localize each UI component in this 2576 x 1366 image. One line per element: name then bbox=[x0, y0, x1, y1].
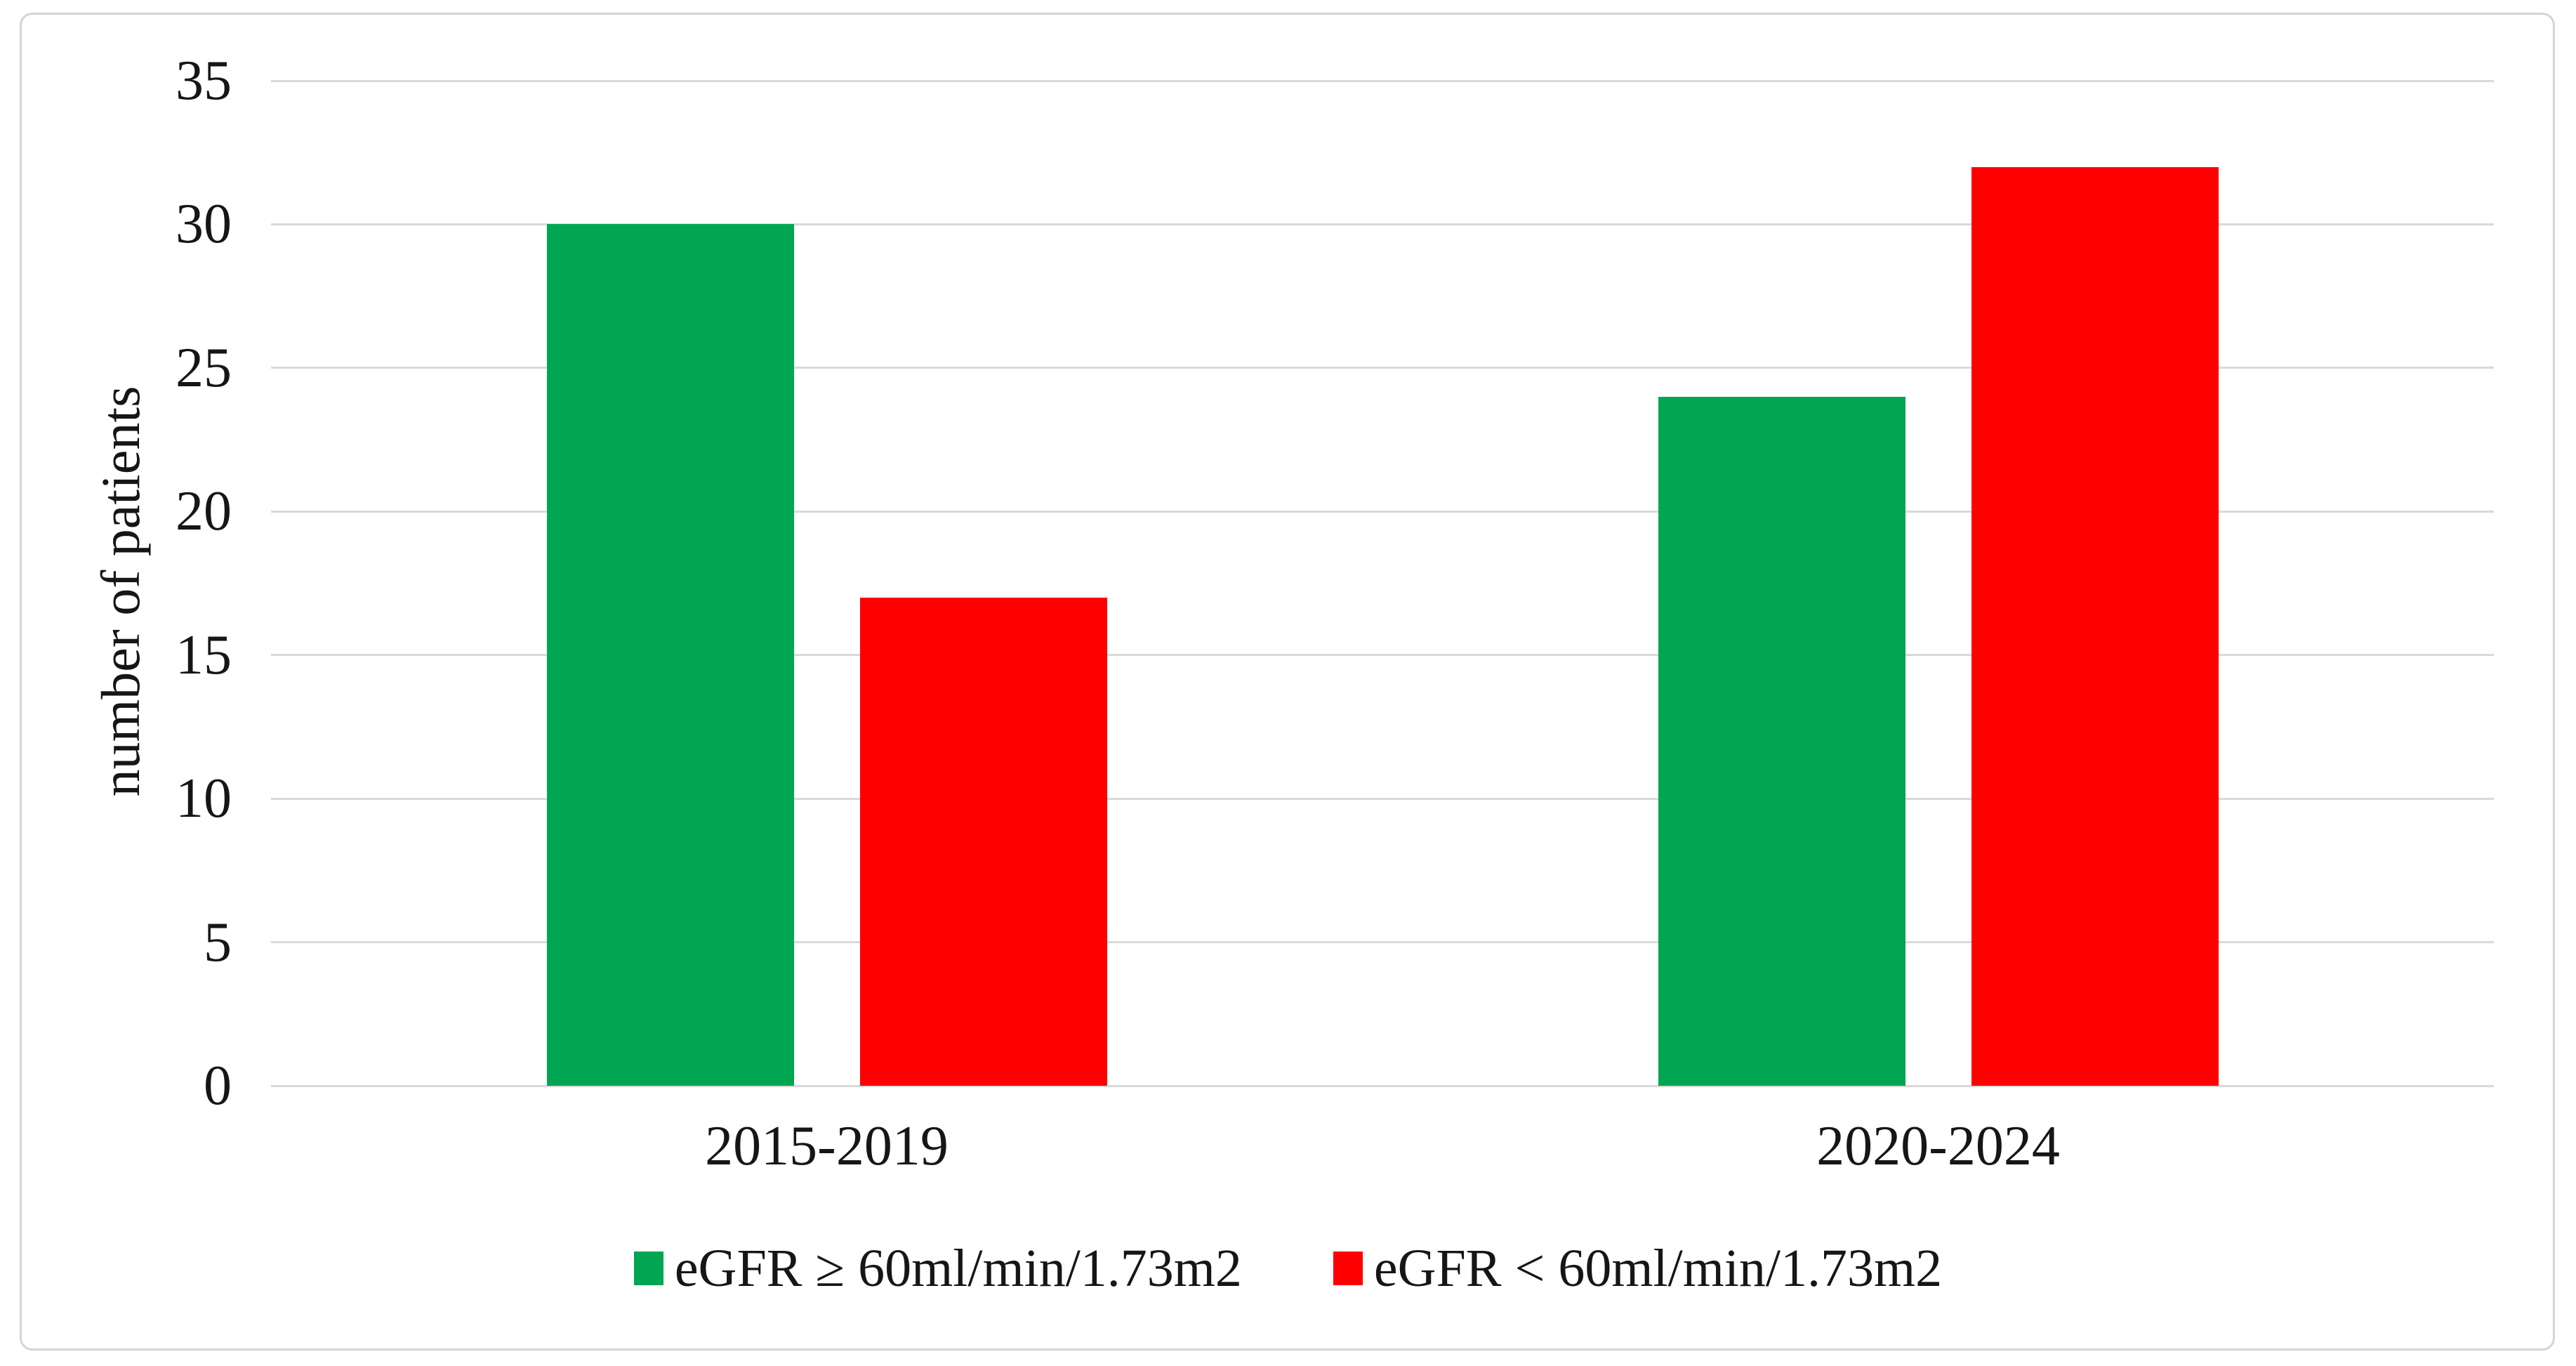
x-tick-label-2020-2024: 2020-2024 bbox=[1816, 1115, 2060, 1177]
legend-label-1: eGFR < 60ml/min/1.73m2 bbox=[1373, 1239, 1943, 1298]
gridline-0 bbox=[271, 1084, 2494, 1087]
gridline-15 bbox=[271, 654, 2494, 657]
gridline-5 bbox=[271, 941, 2494, 944]
y-tick-label-5: 5 bbox=[204, 911, 232, 973]
y-tick-label-20: 20 bbox=[176, 480, 232, 543]
x-tick-label-2015-2019: 2015-2019 bbox=[705, 1115, 949, 1177]
y-tick-label-10: 10 bbox=[176, 768, 232, 830]
y-tick-label-15: 15 bbox=[176, 624, 232, 686]
y-tick-label-0: 0 bbox=[204, 1055, 232, 1117]
gridline-20 bbox=[271, 510, 2494, 513]
legend-item-1: eGFR < 60ml/min/1.73m2 bbox=[1333, 1242, 1942, 1295]
bar-2015-2019-s1 bbox=[859, 597, 1107, 1086]
bar-2020-2024-s0 bbox=[1658, 396, 1905, 1086]
bar-2015-2019-s0 bbox=[546, 224, 794, 1086]
gridline-35 bbox=[271, 79, 2494, 82]
bar-2020-2024-s1 bbox=[1971, 166, 2219, 1086]
x-axis: 2015-2019 2020-2024 bbox=[271, 1118, 2494, 1195]
y-tick-label-25: 25 bbox=[176, 336, 232, 399]
y-axis: 0 5 10 15 20 25 30 35 bbox=[0, 53, 232, 1114]
legend-item-0: eGFR ≥ 60ml/min/1.73m2 bbox=[633, 1239, 1242, 1298]
legend-marker-1 bbox=[1333, 1252, 1363, 1285]
legend-label-0: eGFR ≥ 60ml/min/1.73m2 bbox=[674, 1239, 1242, 1298]
gridline-30 bbox=[271, 223, 2494, 225]
y-tick-label-30: 30 bbox=[176, 193, 232, 256]
gridline-25 bbox=[271, 367, 2494, 369]
legend-marker-0 bbox=[633, 1252, 663, 1285]
y-tick-label-35: 35 bbox=[176, 50, 232, 112]
gridline-10 bbox=[271, 797, 2494, 800]
legend: eGFR ≥ 60ml/min/1.73m2 eGFR < 60ml/min/1.… bbox=[0, 1242, 2576, 1295]
plot-area bbox=[271, 79, 2494, 1087]
